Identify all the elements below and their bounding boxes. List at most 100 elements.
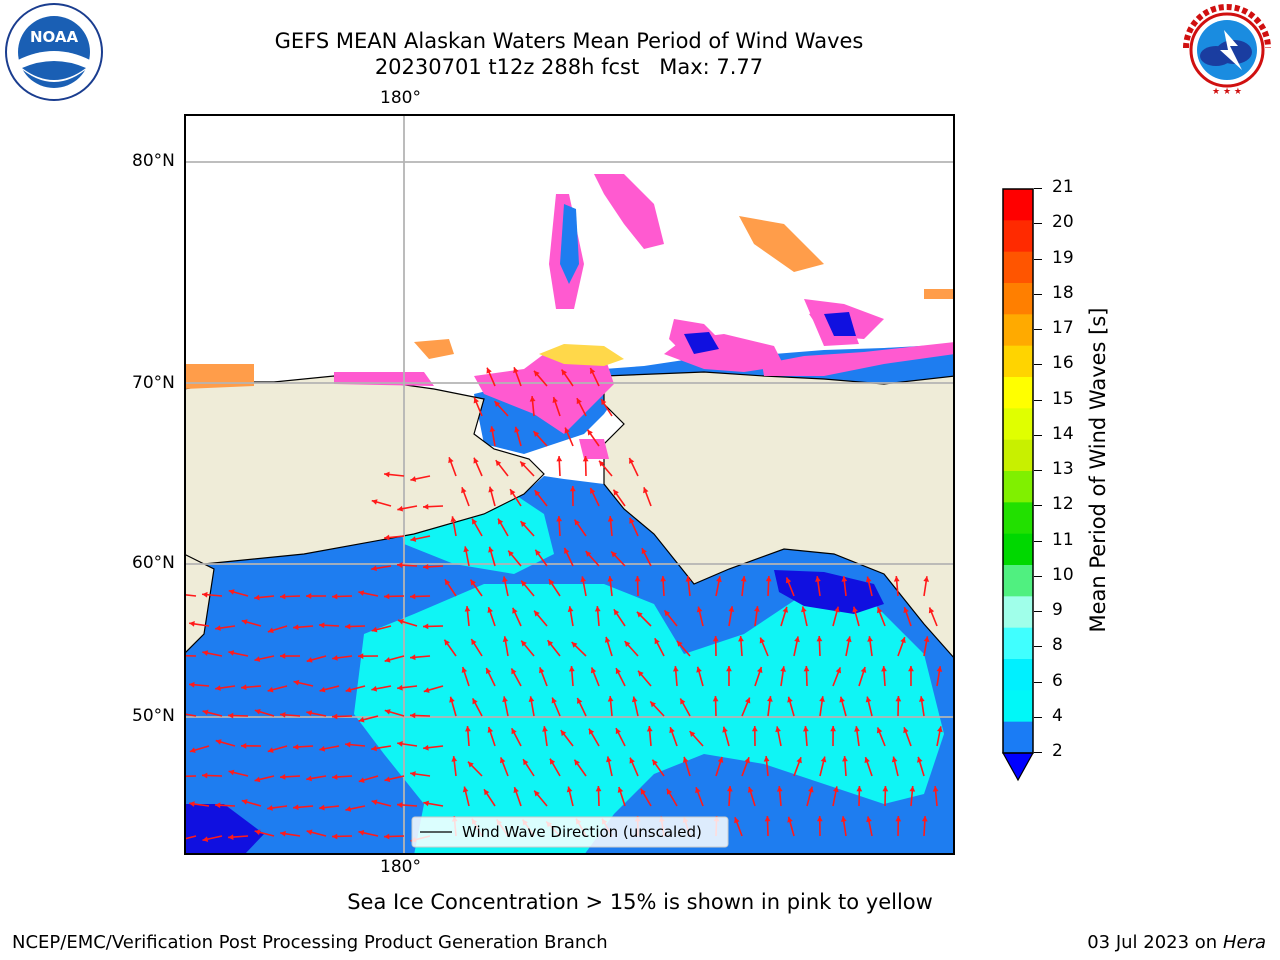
wave-arrow-head <box>867 636 873 642</box>
wave-arrow-head <box>561 369 567 376</box>
wave-arrow-head <box>734 817 740 824</box>
colorbar-tick-label: 6 <box>1052 670 1063 691</box>
wave-arrow-head <box>254 829 261 836</box>
wave-arrow-head <box>548 579 555 586</box>
wave-arrow-head <box>280 653 286 659</box>
wave-arrow-head <box>936 666 943 672</box>
wave-arrow-head <box>444 639 450 646</box>
wave-arrow-head <box>423 503 429 510</box>
colorbar-tick-label: 10 <box>1052 564 1074 585</box>
ocean-deep-blue-patch-west <box>184 804 264 855</box>
wave-arrow-head <box>521 580 527 587</box>
wave-arrow-head <box>486 667 492 674</box>
wave-arrow-head <box>629 457 635 464</box>
wave-arrow <box>184 713 197 717</box>
wave-arrow-head <box>744 697 751 704</box>
colorbar-tick-mark <box>1034 329 1042 330</box>
wave-arrow-head <box>852 606 858 613</box>
colorbar-tick-mark <box>1034 505 1042 507</box>
sea-ice-region <box>474 354 614 434</box>
wave-arrow-head <box>787 816 793 823</box>
wave-arrow-head <box>280 830 286 837</box>
wave-arrow-head <box>650 701 656 708</box>
wave-arrow-head <box>448 457 454 464</box>
wave-arrow-head <box>876 727 883 734</box>
wave-arrow-head <box>580 576 587 583</box>
wave-arrow-head <box>588 728 595 735</box>
sea-ice-note: Sea Ice Concentration > 15% is shown in … <box>347 890 933 914</box>
wave-arrow-head <box>839 696 845 703</box>
wave-arrow-head <box>306 593 312 599</box>
wave-arrow-head <box>587 429 593 436</box>
colorbar-tick-mark <box>1034 646 1042 648</box>
wave-arrow-head <box>728 606 735 612</box>
colorbar-tick-mark <box>1034 258 1042 260</box>
wave-arrow-head <box>841 576 848 582</box>
colorbar-band <box>1003 314 1033 347</box>
wave-arrow-head <box>521 640 527 647</box>
wave-arrow-head <box>744 757 750 764</box>
wave-arrow-head <box>511 728 517 735</box>
wave-arrow-head <box>384 534 390 541</box>
colorbar-band <box>1003 502 1033 535</box>
wave-arrow-head <box>569 486 576 492</box>
wave-arrow-head <box>835 667 842 674</box>
wave-arrow-head <box>577 697 583 704</box>
wave-arrow-head <box>866 816 872 823</box>
colorbar-tick-label: 17 <box>1052 318 1074 338</box>
colorbar-band <box>1003 721 1033 754</box>
wave-arrow-head <box>397 618 404 625</box>
wave-arrow-head <box>371 499 378 505</box>
wave-arrow-head <box>215 802 221 809</box>
wave-arrow-head <box>654 638 660 645</box>
colorbar-tick-label: 13 <box>1052 459 1074 479</box>
wave-arrow-head <box>842 756 848 762</box>
wave-arrow-head <box>816 816 823 822</box>
wave-arrow-head <box>510 489 516 496</box>
colorbar-band <box>1003 565 1033 597</box>
wave-arrow-head <box>523 759 529 766</box>
wave-arrow-head <box>189 747 196 753</box>
wave-arrow-head <box>556 456 563 462</box>
wave-arrow-head <box>607 516 614 522</box>
wave-arrow-head <box>631 696 638 703</box>
wave-arrow-head <box>794 636 800 643</box>
wave-arrow-head <box>864 757 870 764</box>
wave-arrow-head <box>582 456 589 462</box>
wave-arrow-head <box>860 666 867 673</box>
wave-arrow-head <box>241 742 247 749</box>
wave-arrow-head <box>556 516 563 522</box>
wave-arrow-head <box>502 576 508 583</box>
colorbar-tick-mark <box>1034 434 1042 436</box>
wave-arrow-head <box>306 710 313 716</box>
wave-arrow-head <box>484 789 490 796</box>
wave-arrow-head <box>775 726 781 733</box>
colorbar-band <box>1003 189 1033 221</box>
wave-arrow-head <box>638 670 644 677</box>
wave-arrow-head <box>819 696 825 702</box>
colorbar-tick-mark <box>1034 752 1042 753</box>
wave-arrow-head <box>189 801 195 807</box>
wave-arrow-head <box>241 799 248 805</box>
noaa-logo-text: NOAA <box>30 28 79 46</box>
wave-arrow-head <box>423 687 430 693</box>
wave-arrow-head <box>820 756 827 763</box>
wave-arrow-head <box>397 684 403 691</box>
colorbar-tick-mark <box>1034 681 1042 683</box>
wave-arrow-head <box>241 684 247 691</box>
wave-arrow-head <box>909 786 916 792</box>
wave-arrow-head <box>606 756 612 763</box>
wave-arrow-head <box>815 576 821 582</box>
footer-date: 03 Jul 2023 on <box>1087 932 1223 953</box>
wave-arrow-head <box>384 709 391 715</box>
lat-label-50: 50°N <box>132 706 175 726</box>
wave-arrow-head <box>865 696 872 703</box>
wave-arrow-head <box>916 756 923 763</box>
colorbar-tick-label: 9 <box>1052 600 1063 620</box>
wave-arrow-head <box>384 776 391 783</box>
wave-arrow-head <box>891 756 898 763</box>
wave-arrow-head <box>345 686 352 693</box>
wave-arrow-head <box>533 431 540 438</box>
wave-arrow-head <box>695 787 701 794</box>
wave-arrow-head <box>202 772 208 779</box>
